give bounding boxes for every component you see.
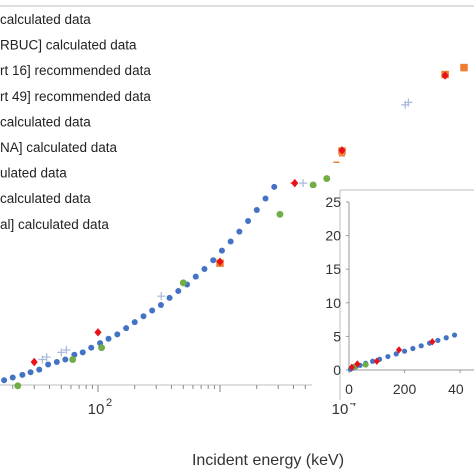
inset-data-point bbox=[348, 363, 355, 371]
x-tick-exponent: 2 bbox=[106, 397, 112, 409]
inset-data-point bbox=[373, 357, 380, 365]
data-point bbox=[42, 353, 51, 362]
data-point bbox=[105, 335, 112, 342]
inset-data-point bbox=[354, 360, 361, 368]
data-point bbox=[36, 366, 43, 373]
legend-entry: NA] calculated data bbox=[0, 140, 118, 155]
data-point bbox=[276, 210, 284, 218]
data-point bbox=[166, 294, 173, 301]
data-point bbox=[1, 377, 8, 384]
data-point bbox=[157, 292, 166, 301]
data-point bbox=[45, 361, 52, 368]
data-point bbox=[253, 206, 260, 213]
data-point bbox=[192, 273, 199, 280]
data-point bbox=[404, 98, 413, 107]
data-point bbox=[88, 344, 95, 351]
x-tick-label: 10 bbox=[332, 401, 349, 418]
data-point bbox=[309, 181, 317, 189]
inset-y-tick-label: 20 bbox=[325, 228, 341, 244]
data-point bbox=[9, 374, 16, 381]
data-point bbox=[175, 288, 182, 295]
data-point bbox=[140, 313, 147, 320]
data-point bbox=[201, 265, 208, 272]
legend-entry: rt 49] recommended data bbox=[0, 89, 151, 104]
inset-data-point bbox=[393, 351, 399, 357]
inset-data-point bbox=[401, 348, 408, 354]
inset-data-point bbox=[410, 345, 416, 352]
data-point bbox=[323, 175, 331, 183]
data-point bbox=[62, 356, 69, 363]
legend-entry: calculated data bbox=[0, 12, 91, 27]
data-point bbox=[236, 228, 243, 235]
inset-y-tick-label: 25 bbox=[325, 194, 341, 210]
data-point bbox=[131, 319, 138, 326]
inset-data-point bbox=[395, 346, 403, 354]
legend-entry: rt 16] recommended data bbox=[0, 63, 151, 78]
data-point bbox=[262, 195, 269, 202]
data-point bbox=[149, 307, 156, 314]
data-point bbox=[98, 344, 106, 352]
data-point bbox=[291, 178, 299, 188]
inset-data-point bbox=[443, 335, 449, 341]
data-point bbox=[14, 382, 22, 390]
data-point bbox=[299, 179, 308, 188]
x-axis-title: Incident energy (keV) bbox=[192, 452, 344, 469]
x-tick-label: 10 bbox=[88, 401, 105, 418]
inset-background bbox=[312, 188, 474, 403]
data-point bbox=[271, 183, 278, 190]
data-point bbox=[38, 355, 47, 364]
data-point bbox=[79, 349, 86, 356]
data-point bbox=[123, 325, 130, 332]
inset-data-point bbox=[418, 343, 424, 349]
legend-entry: al] calculated data bbox=[0, 217, 109, 232]
inset-x-tick-label: 0 bbox=[345, 381, 353, 397]
data-point bbox=[216, 257, 224, 266]
data-point bbox=[338, 146, 346, 155]
inset-y-tick-label: 15 bbox=[325, 261, 341, 277]
data-point bbox=[227, 238, 234, 245]
inset-data-point bbox=[451, 332, 458, 338]
legend-entry: RBUC] calculated data bbox=[0, 38, 137, 53]
inset-data-point bbox=[435, 337, 441, 344]
data-point bbox=[114, 331, 121, 338]
data-point bbox=[53, 358, 60, 365]
data-point bbox=[441, 71, 449, 80]
data-point bbox=[245, 218, 252, 225]
data-point bbox=[62, 345, 71, 354]
data-point bbox=[218, 247, 225, 254]
inset-chart: 0 5 10 15 20 25 0 200 40 bbox=[312, 188, 474, 403]
inset-data-point bbox=[385, 353, 391, 360]
inset-y-tick-label: 5 bbox=[333, 328, 341, 344]
data-point bbox=[69, 356, 77, 363]
data-point bbox=[157, 302, 164, 308]
data-point bbox=[30, 357, 38, 367]
legend-entry: ulated data bbox=[0, 166, 67, 181]
legend-entry: calculated data bbox=[0, 191, 91, 206]
inset-y-tick-label: 10 bbox=[325, 295, 341, 311]
inset-y-tick-label: 0 bbox=[333, 362, 341, 378]
inset-data-point bbox=[370, 358, 376, 364]
inset-x-tick-label: 200 bbox=[393, 381, 417, 397]
inset-data-point bbox=[429, 338, 436, 346]
data-point bbox=[94, 328, 102, 337]
data-point bbox=[57, 348, 66, 357]
data-point bbox=[179, 279, 187, 287]
data-point bbox=[460, 63, 468, 72]
data-point bbox=[210, 257, 217, 264]
data-point bbox=[27, 369, 34, 376]
inset-data-point bbox=[362, 361, 369, 368]
main-data-points bbox=[1, 63, 468, 390]
data-point bbox=[19, 371, 26, 378]
legend: calculated data RBUC] calculated data rt 1… bbox=[0, 12, 151, 232]
inset-x-tick-label: 40 bbox=[448, 381, 464, 397]
legend-entry: calculated data bbox=[0, 114, 91, 129]
